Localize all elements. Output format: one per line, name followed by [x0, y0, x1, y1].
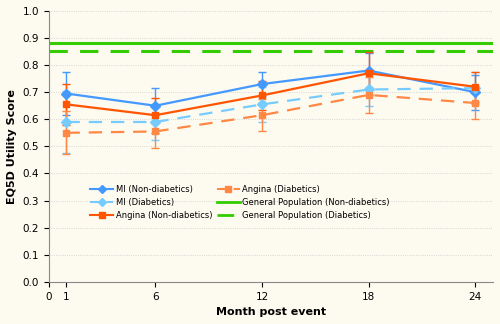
Legend: MI (Non-diabetics), MI (Diabetics), Angina (Non-diabetics), Angina (Diabetics), : MI (Non-diabetics), MI (Diabetics), Angi… [88, 183, 392, 222]
X-axis label: Month post event: Month post event [216, 307, 326, 317]
Y-axis label: EQ5D Utility Score: EQ5D Utility Score [7, 89, 17, 204]
